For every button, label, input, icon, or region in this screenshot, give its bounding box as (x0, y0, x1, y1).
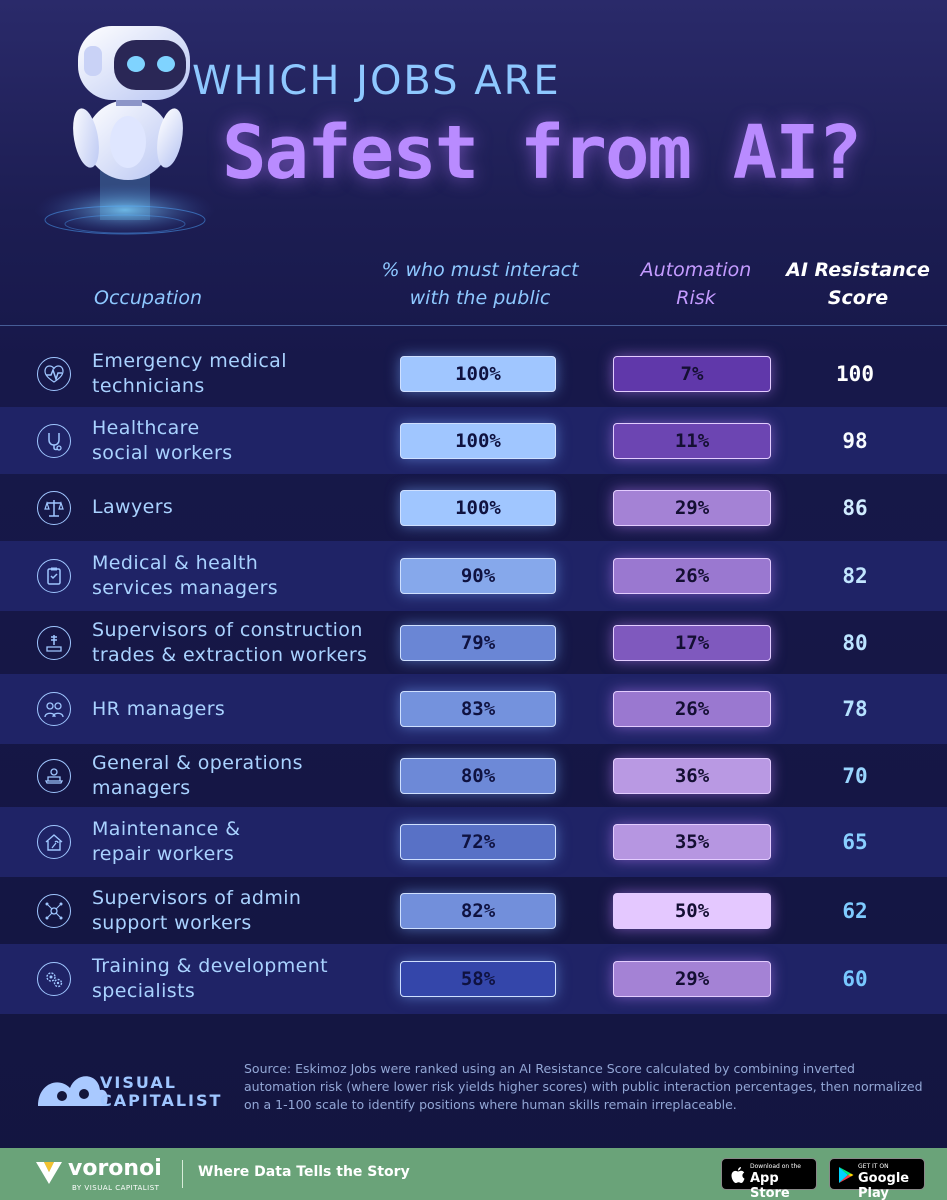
public-interaction-value: 100% (400, 355, 556, 392)
table-row: Healthcare social workers 100% 11% 98 (0, 407, 947, 474)
people-icon (37, 692, 71, 726)
ai-resistance-score-value: 62 (842, 898, 868, 923)
laptop-user-icon (37, 758, 71, 793)
data-table: Emergency medical technicians 100% 7% 100 He… (0, 340, 947, 1014)
occupation-label: HR managers (92, 697, 226, 720)
app-store-button[interactable]: Download on the App Store (721, 1158, 817, 1200)
title-line2: Safest from AI? (222, 110, 862, 196)
occupation-label: Training & development specialists (92, 955, 329, 1002)
ai-resistance-score-value: 100 (836, 361, 874, 386)
automation-risk-value: 7% (613, 355, 771, 392)
ai-resistance-score-value: 86 (842, 495, 868, 520)
automation-risk-value: 36% (613, 757, 771, 794)
occupation-label: Healthcare social workers (92, 416, 233, 464)
public-interaction-value: 82% (400, 892, 556, 929)
table-row: Supervisors of construction trades & ext… (0, 611, 947, 674)
heartbeat-icon (37, 356, 71, 391)
automation-risk-value: 29% (613, 489, 771, 526)
header-divider (0, 325, 947, 326)
brand-line2: CAPITALIST (100, 1091, 223, 1110)
scales-icon (37, 490, 71, 525)
table-row: Maintenance & repair workers 72% 35% 65 (0, 807, 947, 877)
header-occupation: Occupation (94, 287, 202, 309)
visual-capitalist-wordmark: VISUAL CAPITALIST (100, 1074, 222, 1110)
public-interaction-value: 58% (400, 961, 556, 997)
stethoscope-icon (37, 423, 71, 458)
header-public-interaction: % who must interact with the public (381, 259, 579, 309)
automation-risk-value: 11% (613, 422, 771, 459)
public-interaction-value: 80% (400, 757, 556, 794)
google-play-small: GET IT ON (858, 1163, 889, 1170)
table-row: General & operations managers 80% 36% 70 (0, 744, 947, 807)
public-interaction-value: 100% (400, 422, 556, 459)
automation-risk-value: 50% (613, 892, 771, 929)
house-wrench-icon (37, 825, 71, 859)
table-row: HR managers 83% 26% 78 (0, 674, 947, 744)
ai-resistance-score-value: 80 (842, 630, 868, 655)
voronoi-byline: BY VISUAL CAPITALIST (72, 1184, 160, 1192)
footer-bar: voronoi BY VISUAL CAPITALIST Where Data … (0, 1148, 947, 1200)
table-row: Emergency medical technicians 100% 7% 100 (0, 340, 947, 407)
automation-risk-value: 29% (613, 961, 771, 997)
ai-resistance-score-value: 65 (842, 830, 868, 854)
source-note: Source: Eskimoz Jobs were ranked using a… (244, 1061, 923, 1112)
automation-risk-value: 26% (613, 691, 771, 727)
app-store-small: Download on the (750, 1163, 801, 1170)
apple-icon (731, 1167, 745, 1183)
drill-icon (37, 625, 71, 660)
public-interaction-value: 100% (400, 489, 556, 526)
clipboard-icon (37, 559, 71, 593)
public-interaction-value: 72% (400, 824, 556, 860)
footer-divider (182, 1160, 183, 1188)
occupation-label: Lawyers (92, 496, 174, 518)
footer-tagline: Where Data Tells the Story (198, 1164, 410, 1180)
occupation-label: Supervisors of admin support workers (92, 886, 302, 934)
ai-resistance-score-value: 78 (842, 697, 868, 721)
table-row: Lawyers 100% 29% 86 (0, 474, 947, 541)
robot-illustration (35, 26, 215, 236)
voronoi-logo-icon (36, 1162, 62, 1184)
visual-capitalist-logo (38, 1076, 108, 1106)
app-store-big: App Store (750, 1171, 790, 1200)
network-icon (37, 893, 71, 928)
ai-resistance-score-value: 82 (842, 564, 868, 588)
table-row: Supervisors of admin support workers 82% 5… (0, 877, 947, 944)
gears-icon (37, 962, 71, 996)
ai-resistance-score-value: 70 (842, 763, 868, 788)
title-line1: WHICH JOBS ARE (192, 58, 561, 104)
public-interaction-value: 79% (400, 624, 556, 661)
public-interaction-value: 90% (400, 558, 556, 594)
table-row: Training & development specialists 58% 29%… (0, 944, 947, 1014)
google-play-big: Google Play (858, 1171, 910, 1200)
header-ai-resistance-score: AI Resistance Score (786, 259, 930, 309)
brand-line1: VISUAL (100, 1073, 177, 1092)
ai-resistance-score-value: 60 (842, 967, 868, 991)
public-interaction-value: 83% (400, 691, 556, 727)
automation-risk-value: 35% (613, 824, 771, 860)
occupation-label: Emergency medical technicians (92, 349, 287, 397)
google-play-icon (839, 1167, 854, 1183)
ai-resistance-score-value: 98 (842, 428, 868, 453)
occupation-label: Maintenance & repair workers (92, 818, 241, 865)
automation-risk-value: 26% (613, 558, 771, 594)
table-row: Medical & health services managers 90% 26%… (0, 541, 947, 611)
header-automation-risk: Automation Risk (640, 259, 752, 309)
occupation-label: General & operations managers (92, 751, 303, 799)
google-play-button[interactable]: GET IT ON Google Play (829, 1158, 925, 1200)
occupation-label: Medical & health services managers (92, 552, 279, 599)
automation-risk-value: 17% (613, 624, 771, 661)
voronoi-wordmark: voronoi (68, 1156, 162, 1181)
occupation-label: Supervisors of construction trades & ext… (92, 618, 368, 666)
